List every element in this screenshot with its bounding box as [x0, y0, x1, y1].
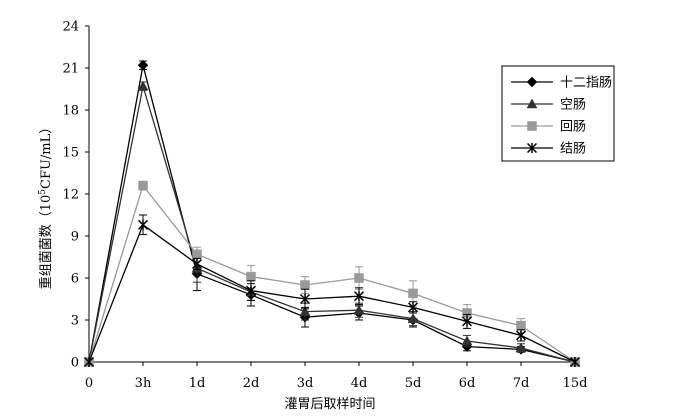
data-point — [245, 285, 257, 296]
y-tick-label: 15 — [62, 146, 79, 161]
data-point — [461, 316, 473, 327]
y-tick-label: 24 — [62, 20, 79, 35]
data-point — [138, 180, 148, 191]
data-point — [137, 219, 149, 230]
data-point — [137, 59, 149, 71]
data-point — [353, 304, 365, 315]
y-axis-label-superscript: 5 — [38, 189, 48, 195]
x-tick-label: 3h — [135, 376, 152, 391]
x-tick-label: 1d — [189, 376, 206, 391]
data-point — [569, 356, 581, 368]
data-point — [299, 306, 311, 316]
data-point — [515, 342, 527, 353]
y-tick-label: 6 — [71, 272, 79, 287]
y-axis-label: 重组菌菌数（105CFU/mL） — [38, 121, 54, 290]
legend-swatch-marker — [526, 142, 538, 154]
y-tick-label: 21 — [62, 62, 79, 77]
data-point — [191, 258, 203, 270]
series-line — [88, 65, 576, 363]
legend-label: 空肠 — [560, 98, 586, 113]
series-layer — [83, 59, 581, 368]
y-tick-label: 9 — [71, 230, 79, 245]
x-tick-label: 7d — [513, 376, 530, 391]
legend-swatch-marker — [526, 98, 538, 109]
y-tick-label: 18 — [62, 104, 79, 119]
x-tick-label: 3d — [297, 376, 314, 391]
legend-swatch-marker — [526, 76, 538, 88]
data-point — [516, 320, 526, 331]
x-tick-label: 5d — [405, 376, 422, 391]
series-line — [88, 86, 576, 363]
data-point — [407, 302, 419, 313]
data-point — [461, 335, 473, 346]
legend-label: 十二指肠 — [560, 76, 612, 91]
legend-swatch-marker — [527, 121, 537, 131]
data-point — [353, 291, 365, 302]
data-point — [299, 293, 311, 305]
legend-item: 回肠 — [511, 120, 586, 135]
x-axis-label: 灌胃后取样时间 — [284, 397, 375, 412]
legend-item: 空肠 — [511, 98, 586, 113]
series-line — [88, 184, 576, 363]
series-4 — [83, 214, 581, 368]
x-tick-label: 4d — [351, 376, 368, 391]
x-tick-label: 6d — [459, 376, 476, 391]
legend-label: 回肠 — [560, 120, 586, 135]
x-tick-label: 0 — [85, 376, 93, 391]
x-tick-label: 2d — [243, 376, 260, 391]
legend-label: 结肠 — [560, 142, 586, 157]
data-point — [83, 356, 95, 368]
data-point — [354, 273, 364, 283]
series-line — [88, 223, 576, 363]
data-point — [246, 271, 256, 282]
data-point — [515, 330, 527, 341]
x-tick-label: 15d — [563, 376, 588, 391]
legend-item: 结肠 — [511, 142, 586, 157]
y-axis-ticks: 0 3 6 9 12 15 18 21 24 — [62, 20, 89, 371]
series-3 — [84, 180, 580, 367]
data-point — [407, 313, 419, 323]
data-point — [408, 288, 418, 299]
y-tick-label: 3 — [71, 314, 79, 329]
x-axis-ticks: 0 3h 1d 2d 3d 4d 5d 6d 7d 15d — [85, 362, 588, 391]
y-tick-label: 0 — [71, 356, 79, 371]
data-point — [300, 280, 310, 290]
legend-item: 十二指肠 — [511, 76, 612, 91]
data-point — [137, 80, 149, 91]
data-point — [192, 249, 202, 259]
y-tick-label: 12 — [62, 188, 79, 203]
